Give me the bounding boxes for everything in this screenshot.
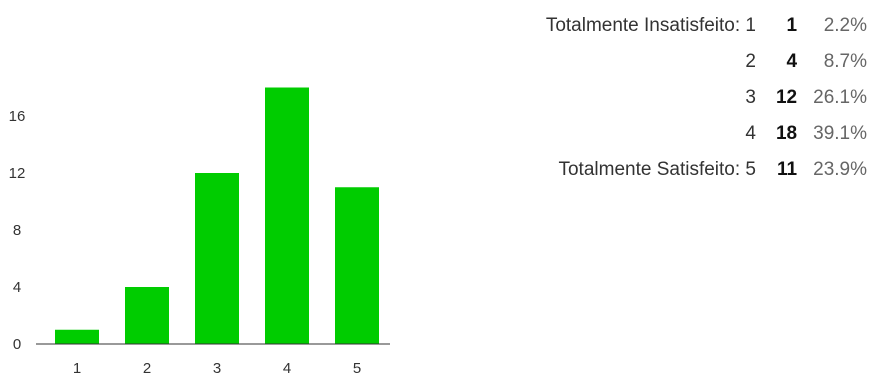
summary-row: Totalmente Insatisfeito: 1 1 2.2%: [546, 8, 867, 44]
x-tick-label: 2: [143, 360, 151, 377]
x-tick-label: 5: [353, 360, 361, 377]
bar-1: [55, 329, 99, 344]
y-tick-label: 8: [13, 222, 21, 239]
summary-percent: 39.1%: [813, 123, 867, 144]
y-tick-label: 12: [9, 165, 26, 182]
summary-label: 3: [745, 87, 756, 108]
y-tick-label: 0: [13, 336, 21, 353]
response-summary-table: Totalmente Insatisfeito: 1 1 2.2% 2 4 8.7% 3 12…: [546, 8, 867, 188]
y-axis-ticks: 0 4 8 12 16: [9, 108, 26, 353]
summary-row: 2 4 8.7%: [546, 44, 867, 80]
bar-3: [195, 173, 239, 344]
x-tick-label: 3: [213, 360, 221, 377]
bar-5: [335, 187, 379, 344]
x-axis-ticks: 1 2 3 4 5: [73, 360, 361, 377]
summary-count: 18: [775, 123, 798, 144]
summary-percent: 2.2%: [823, 15, 867, 36]
y-tick-label: 16: [9, 108, 26, 125]
summary-label: Totalmente Satisfeito: 5: [558, 159, 756, 180]
summary-label: Totalmente Insatisfeito: 1: [545, 15, 756, 36]
x-tick-label: 1: [73, 360, 81, 377]
x-tick-label: 4: [283, 360, 291, 377]
summary-row: 3 12 26.1%: [546, 80, 867, 116]
summary-label: 2: [745, 51, 756, 72]
summary-count: 12: [775, 87, 798, 108]
bars: [55, 87, 379, 344]
y-tick-label: 4: [13, 279, 21, 296]
summary-percent: 26.1%: [813, 87, 867, 108]
summary-count: 4: [786, 51, 798, 72]
summary-percent: 8.7%: [823, 51, 867, 72]
bar-2: [125, 287, 169, 344]
bar-4: [265, 87, 309, 344]
summary-row: 4 18 39.1%: [546, 116, 867, 152]
summary-label: 4: [745, 123, 756, 144]
summary-row: Totalmente Satisfeito: 5 11 23.9%: [546, 152, 867, 188]
summary-count: 1: [786, 15, 798, 36]
summary-count: 11: [777, 159, 798, 180]
summary-percent: 23.9%: [813, 159, 867, 180]
